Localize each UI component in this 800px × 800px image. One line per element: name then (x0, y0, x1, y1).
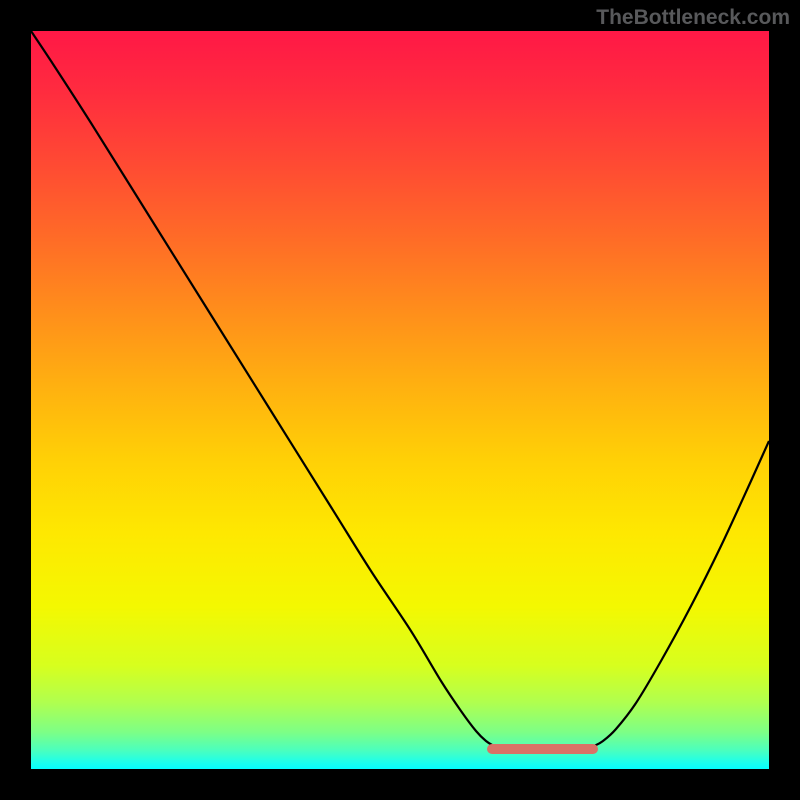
plot-area (31, 31, 769, 769)
gradient-rect (31, 31, 769, 769)
chart-svg (31, 31, 769, 769)
watermark-text: TheBottleneck.com (596, 6, 790, 30)
chart-container: TheBottleneck.com (0, 0, 800, 800)
